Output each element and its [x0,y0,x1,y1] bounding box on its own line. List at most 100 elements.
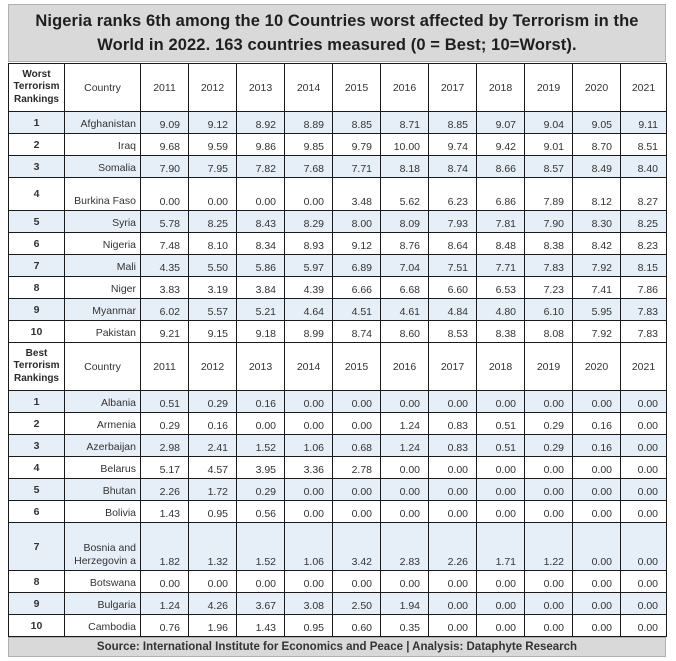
score-cell: 0.00 [524,478,573,501]
score-cell: 4.61 [380,298,429,321]
score-cell: 0.29 [236,478,285,501]
score-cell: 9.21 [140,320,189,343]
score-cell: 2.41 [188,434,237,457]
score-cell: 0.00 [188,177,237,211]
score-cell: 0.00 [284,478,333,501]
score-cell: 6.68 [380,276,429,299]
score-cell: 0.00 [476,478,525,501]
score-cell: 0.00 [236,570,285,593]
score-cell: 0.00 [332,412,381,435]
score-cell: 3.83 [140,276,189,299]
year-column-header: 2011 [140,63,189,112]
table-row: 7 Bosnia and Herzegovin a 1.82 1.32 1.52 1.06… [8,522,667,571]
score-cell: 7.23 [524,276,573,299]
rank-cell: 8 [8,570,65,593]
year-column-header: 2017 [428,63,477,112]
score-cell: 1.24 [140,592,189,615]
score-cell: 8.48 [476,232,525,255]
score-cell: 9.15 [188,320,237,343]
rank-cell: 3 [8,155,65,178]
country-cell: Nigeria [64,232,141,255]
table-row: 6 Nigeria 7.48 8.10 8.34 8.93 9.12 8.76 8.64 8.48… [8,232,667,255]
year-column-header: 2012 [188,342,237,391]
table-row: 8 Botswana 0.00 0.00 0.00 0.00 0.00 0.00 0.00 0.0… [8,570,667,593]
country-cell: Armenia [64,412,141,435]
table-row: 5 Syria 5.78 8.25 8.43 8.29 8.00 8.09 7.93 7.81 7.… [8,210,667,233]
score-cell: 3.48 [332,177,381,211]
rank-cell: 4 [8,177,65,211]
score-cell: 9.79 [332,133,381,156]
year-column-header: 2015 [332,342,381,391]
year-column-header: 2011 [140,342,189,391]
score-cell: 0.00 [476,614,525,637]
score-cell: 8.38 [476,320,525,343]
year-column-header: 2012 [188,63,237,112]
country-cell: Bosnia and Herzegovin a [64,522,141,571]
table-row: 10 Cambodia 0.76 1.96 1.43 0.95 0.60 0.35 0.00 0.… [8,614,667,637]
country-cell: Belarus [64,456,141,479]
score-cell: 0.00 [332,390,381,413]
score-cell: 8.74 [428,155,477,178]
score-cell: 8.70 [572,133,621,156]
table-row: 9 Bulgaria 1.24 4.26 3.67 3.08 2.50 1.94 0.00 0.0… [8,592,667,615]
rank-cell: 7 [8,254,65,277]
table-row: 2 Armenia 0.29 0.16 0.00 0.00 0.00 1.24 0.83 0.51… [8,412,667,435]
score-cell: 8.29 [284,210,333,233]
score-cell: 2.98 [140,434,189,457]
score-cell: 8.43 [236,210,285,233]
score-cell: 4.39 [284,276,333,299]
country-cell: Bhutan [64,478,141,501]
score-cell: 0.00 [428,570,477,593]
country-cell: Albania [64,390,141,413]
score-cell: 5.78 [140,210,189,233]
score-cell: 7.81 [476,210,525,233]
score-cell: 7.41 [572,276,621,299]
score-cell: 6.23 [428,177,477,211]
score-cell: 0.00 [572,614,621,637]
score-cell: 0.00 [380,456,429,479]
score-cell: 7.83 [524,254,573,277]
score-cell: 3.19 [188,276,237,299]
score-cell: 0.16 [572,434,621,457]
score-cell: 3.42 [332,522,381,571]
score-cell: 0.00 [524,500,573,523]
table-row: 4 Belarus 5.17 4.57 3.95 3.36 2.78 0.00 0.00 0.00… [8,456,667,479]
score-cell: 0.00 [428,500,477,523]
score-cell: 9.12 [188,111,237,134]
score-cell: 8.10 [188,232,237,255]
score-cell: 6.10 [524,298,573,321]
year-column-header: 2014 [284,342,333,391]
score-cell: 0.76 [140,614,189,637]
score-cell: 0.00 [524,456,573,479]
score-cell: 7.82 [236,155,285,178]
score-cell: 0.00 [428,478,477,501]
score-cell: 9.04 [524,111,573,134]
score-cell: 6.02 [140,298,189,321]
score-cell: 0.29 [140,412,189,435]
score-cell: 6.89 [332,254,381,277]
score-cell: 7.48 [140,232,189,255]
score-cell: 5.50 [188,254,237,277]
score-cell: 0.29 [524,412,573,435]
score-cell: 0.00 [476,570,525,593]
worst-rankings-header-word: Terrorism [13,81,60,93]
score-cell: 0.51 [140,390,189,413]
score-cell: 0.00 [476,390,525,413]
score-cell: 0.00 [524,570,573,593]
score-cell: 1.94 [380,592,429,615]
country-cell: Burkina Faso [64,177,141,211]
title-line-2: World in 2022. 163 countries measured (0… [97,36,577,54]
score-cell: 8.18 [380,155,429,178]
score-cell: 5.62 [380,177,429,211]
score-cell: 0.83 [428,412,477,435]
rank-cell: 5 [8,478,65,501]
score-cell: 7.51 [428,254,477,277]
score-cell: 5.21 [236,298,285,321]
worst-section: Worst Terrorism Rankings Country 2011 2012 201… [8,63,667,343]
score-cell: 0.00 [236,177,285,211]
score-cell: 0.00 [572,570,621,593]
worst-rankings-header: Worst Terrorism Rankings [8,63,65,112]
country-cell: Iraq [64,133,141,156]
score-cell: 6.60 [428,276,477,299]
score-cell: 1.52 [236,522,285,571]
